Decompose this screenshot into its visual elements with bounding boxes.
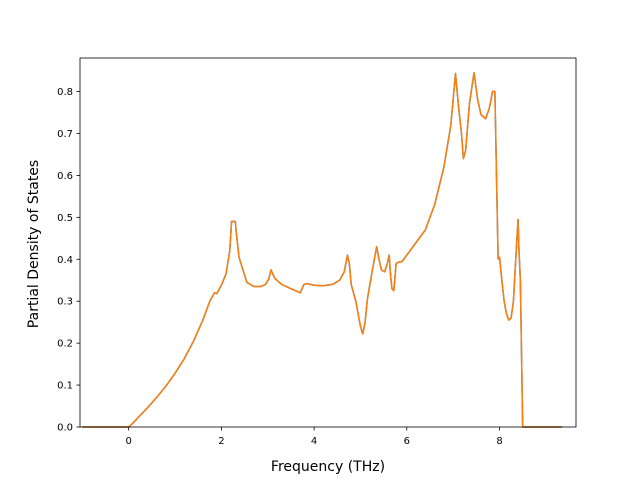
axis-ticks: 0 2 4 6 8 0.0 0.1 0.2 0.3 0.4 0.5 0.6 0.7 0.8 — [57, 87, 503, 447]
y-tick-label: 0.6 — [57, 171, 73, 182]
plot-area — [79, 57, 577, 428]
x-tick-label: 8 — [496, 436, 502, 447]
y-tick-label: 0.2 — [57, 339, 73, 350]
y-tick-label: 0.7 — [57, 129, 73, 140]
y-tick-label: 0.3 — [57, 297, 73, 308]
x-tick-label: 6 — [404, 436, 410, 447]
x-tick-label: 0 — [125, 436, 131, 447]
axes-frame — [79, 57, 577, 428]
y-tick-label: 0.8 — [57, 87, 73, 98]
x-axis-label: Frequency (THz) — [271, 459, 385, 475]
y-tick-label: 0.5 — [57, 213, 73, 224]
series-line — [82, 71, 563, 428]
x-tick-label: 4 — [311, 436, 317, 447]
x-tick-label: 2 — [218, 436, 224, 447]
y-tick-label: 0.1 — [57, 381, 73, 392]
y-axis-label: Partial Density of States — [26, 160, 42, 328]
y-tick-label: 0.0 — [57, 423, 73, 434]
y-tick-label: 0.4 — [57, 255, 73, 266]
